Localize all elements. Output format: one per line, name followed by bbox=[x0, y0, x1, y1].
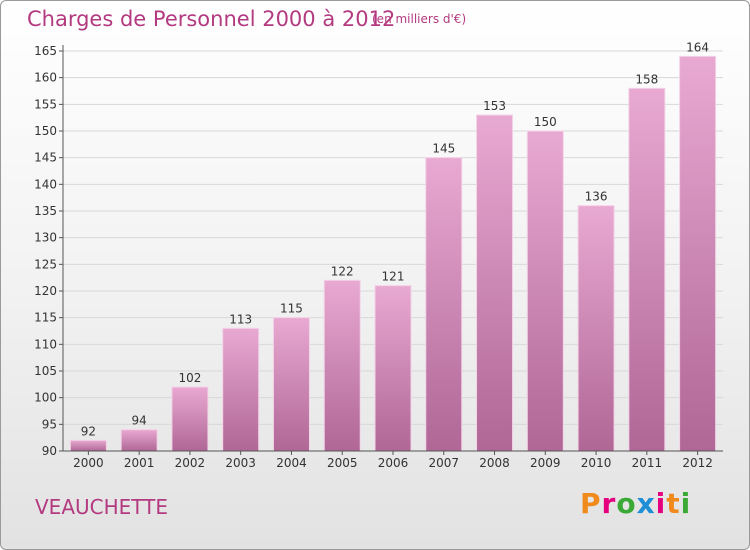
data-label: 121 bbox=[382, 270, 405, 284]
chart-subtitle: (en milliers d'€) bbox=[372, 12, 467, 26]
bar bbox=[476, 114, 514, 452]
x-tick-label: 2003 bbox=[225, 456, 256, 470]
data-label: 94 bbox=[132, 414, 147, 428]
logo-letter: P bbox=[580, 487, 602, 520]
bar bbox=[323, 279, 361, 452]
logo-letter: x bbox=[636, 487, 656, 520]
x-tick-label: 2011 bbox=[632, 456, 663, 470]
data-label: 145 bbox=[432, 142, 455, 156]
data-label: 153 bbox=[483, 99, 506, 113]
y-tick-label: 125 bbox=[34, 257, 57, 271]
x-tick-label: 2006 bbox=[378, 456, 409, 470]
y-tick-label: 100 bbox=[34, 391, 57, 405]
bars bbox=[69, 55, 717, 452]
data-label: 92 bbox=[81, 424, 96, 438]
x-tick-label: 2009 bbox=[530, 456, 561, 470]
bar bbox=[577, 205, 615, 452]
data-label: 158 bbox=[635, 72, 658, 86]
data-labels: 92 94 102 113 115 122 121 145 153 150 136 158 164 bbox=[81, 40, 709, 438]
logo-letter: o bbox=[616, 487, 637, 520]
y-tick-label: 160 bbox=[34, 71, 57, 85]
y-tick-label: 150 bbox=[34, 124, 57, 138]
y-tick-label: 140 bbox=[34, 177, 57, 191]
y-tick-label: 115 bbox=[34, 311, 57, 325]
bar bbox=[374, 285, 412, 452]
y-tick-label: 110 bbox=[34, 337, 57, 351]
bar bbox=[628, 87, 666, 452]
logo-letter: i bbox=[680, 487, 692, 520]
bar bbox=[526, 130, 564, 452]
logo-letter: r bbox=[601, 487, 617, 520]
commune-name: VEAUCHETTE bbox=[35, 495, 168, 519]
x-tick-label: 2012 bbox=[682, 456, 713, 470]
bar bbox=[171, 386, 209, 452]
y-tick-label: 95 bbox=[42, 417, 57, 431]
bar bbox=[679, 55, 717, 452]
y-tick-label: 90 bbox=[42, 444, 57, 458]
proxiti-logo: Proxiti bbox=[580, 487, 691, 520]
data-label: 115 bbox=[280, 302, 303, 316]
x-tick-label: 2007 bbox=[428, 456, 459, 470]
x-tick-label: 2002 bbox=[175, 456, 206, 470]
bar bbox=[69, 439, 107, 452]
data-label: 150 bbox=[534, 115, 557, 129]
data-label: 113 bbox=[229, 312, 252, 326]
data-label: 122 bbox=[331, 264, 354, 278]
bar bbox=[120, 429, 158, 452]
data-label: 136 bbox=[585, 190, 608, 204]
y-tick-label: 130 bbox=[34, 231, 57, 245]
y-tick-label: 165 bbox=[34, 44, 57, 58]
data-label: 164 bbox=[686, 40, 709, 54]
chart-title: Charges de Personnel 2000 à 2012 bbox=[27, 7, 396, 31]
y-tick-label: 105 bbox=[34, 364, 57, 378]
x-tick-label: 2010 bbox=[581, 456, 612, 470]
bar bbox=[425, 157, 463, 452]
data-label: 102 bbox=[178, 371, 201, 385]
logo-letter: t bbox=[666, 487, 681, 520]
x-tick-label: 2005 bbox=[327, 456, 358, 470]
logo-letter: i bbox=[655, 487, 667, 520]
x-tick-label: 2001 bbox=[124, 456, 155, 470]
bar bbox=[272, 317, 310, 452]
y-tick-label: 155 bbox=[34, 97, 57, 111]
y-tick-label: 135 bbox=[34, 204, 57, 218]
y-tick-label: 120 bbox=[34, 284, 57, 298]
x-tick-label: 2008 bbox=[479, 456, 510, 470]
bar bbox=[222, 327, 260, 452]
y-tick-label: 145 bbox=[34, 151, 57, 165]
x-tick-label: 2004 bbox=[276, 456, 307, 470]
x-tick-label: 2000 bbox=[73, 456, 104, 470]
axes: 90 95 100 105 110 115 120 125 130 135 140 145 150 155… bbox=[34, 44, 723, 470]
